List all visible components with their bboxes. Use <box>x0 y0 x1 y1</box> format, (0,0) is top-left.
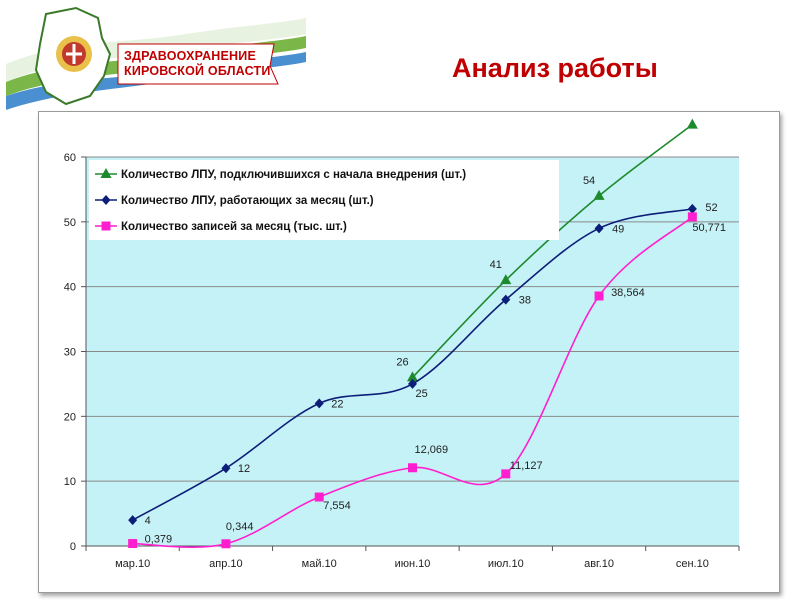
x-tick-label: авг.10 <box>584 558 614 570</box>
data-label: 12 <box>238 463 250 475</box>
data-label: 0,379 <box>145 534 173 546</box>
logo-emblem-icon <box>6 6 306 110</box>
data-label: 38,564 <box>611 287 645 299</box>
marker-square <box>128 539 138 549</box>
marker-diamond <box>314 398 324 409</box>
legend-entry: Количество ЛПУ, работающих за месяц (шт.… <box>121 195 374 207</box>
data-label: 7,554 <box>323 500 351 512</box>
x-tick-label: апр.10 <box>209 558 242 570</box>
legend-entry: Количество ЛПУ, подключившихся с начала … <box>121 169 466 181</box>
header: ЗДРАВООХРАНЕНИЕ КИРОВСКОЙ ОБЛАСТИ Анализ… <box>0 0 800 112</box>
logo-line-1: ЗДРАВООХРАНЕНИЕ <box>124 49 257 63</box>
legend-box <box>89 160 559 240</box>
y-tick-label: 20 <box>64 411 76 423</box>
x-tick-label: июн.10 <box>395 558 431 570</box>
data-label: 4 <box>145 515 151 527</box>
x-tick-label: май.10 <box>302 558 337 570</box>
y-tick-label: 0 <box>70 541 76 553</box>
marker-triangle <box>593 189 605 200</box>
data-label: 54 <box>583 175 595 187</box>
y-tick-label: 30 <box>64 347 76 359</box>
y-tick-label: 40 <box>64 282 76 294</box>
x-tick-label: мар.10 <box>115 558 150 570</box>
marker-square <box>501 469 511 479</box>
marker-diamond <box>221 463 231 474</box>
marker-diamond <box>128 515 138 526</box>
marker-square <box>221 539 231 549</box>
data-label: 26 <box>396 356 408 368</box>
marker-square <box>594 291 604 301</box>
marker-triangle <box>407 371 418 382</box>
logo: ЗДРАВООХРАНЕНИЕ КИРОВСКОЙ ОБЛАСТИ <box>6 4 306 112</box>
data-label: 12,069 <box>415 444 449 456</box>
data-label: 65 <box>675 112 687 114</box>
marker-diamond <box>687 203 697 214</box>
marker-square <box>314 492 324 502</box>
marker-square <box>408 463 417 473</box>
data-label: 38 <box>519 295 531 307</box>
marker-diamond <box>408 378 417 389</box>
page-title: Анализ работы <box>452 53 658 83</box>
data-label: 22 <box>331 398 343 410</box>
data-label: 41 <box>490 259 502 271</box>
data-label: 52 <box>705 202 717 214</box>
marker-square <box>687 212 697 222</box>
marker-diamond <box>101 195 111 205</box>
logo-line-2: КИРОВСКОЙ ОБЛАСТИ <box>124 64 271 78</box>
x-tick-label: июл.10 <box>488 558 524 570</box>
logo-text: ЗДРАВООХРАНЕНИЕ КИРОВСКОЙ ОБЛАСТИ <box>124 49 271 79</box>
marker-square <box>101 221 111 231</box>
line-chart: 0 10 20 30 40 50 60 мар.10 апр.10 май.10 июн.10 июл… <box>64 102 740 570</box>
legend-entry: Количество записей за месяц (тыс. шт.) <box>121 221 347 233</box>
y-tick-label: 50 <box>64 217 76 229</box>
data-label: 50,771 <box>692 222 726 234</box>
data-label: 11,127 <box>510 460 543 472</box>
chart-frame: 0 10 20 30 40 50 60 мар.10 апр.10 май.10 июн.10 июл… <box>38 102 780 593</box>
marker-triangle <box>100 168 112 178</box>
y-tick-label: 10 <box>64 476 76 488</box>
marker-triangle <box>500 274 512 285</box>
marker-diamond <box>594 223 604 234</box>
marker-triangle <box>686 118 698 129</box>
data-label: 0,344 <box>226 521 254 533</box>
x-tick-label: сен.10 <box>676 558 709 570</box>
data-label: 25 <box>416 388 428 400</box>
data-label: 49 <box>612 223 624 235</box>
marker-diamond <box>501 294 511 305</box>
y-tick-label: 60 <box>64 152 76 164</box>
